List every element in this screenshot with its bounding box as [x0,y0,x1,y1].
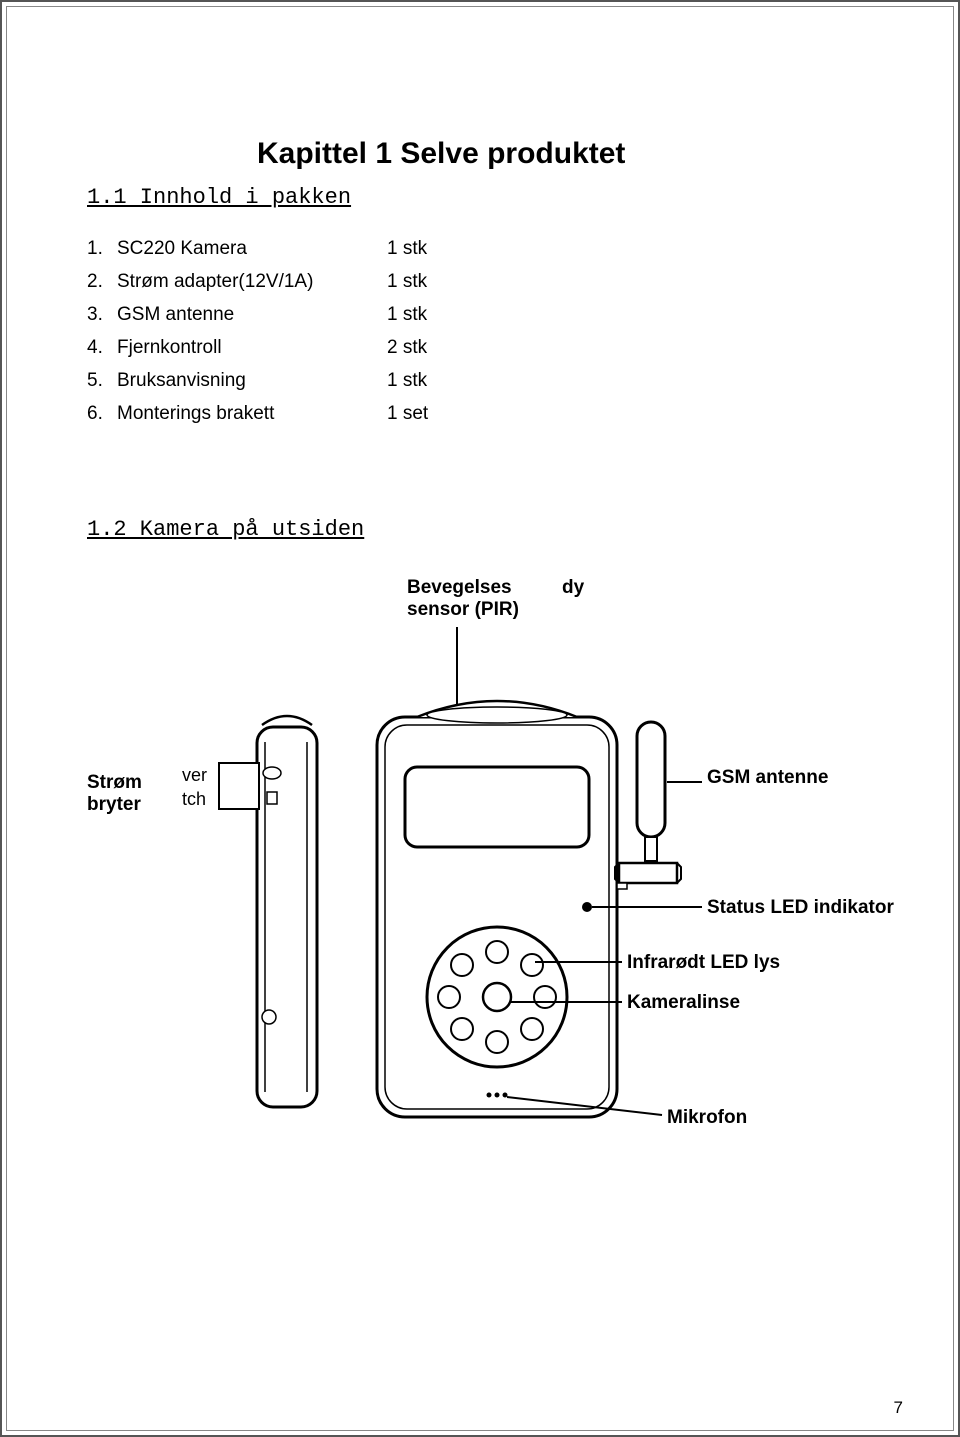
item-qty: 1 stk [387,232,467,265]
item-number: 6. [87,397,117,430]
page-outer-frame: Kapittel 1 Selve produktet 1.1 Innhold i… [0,0,960,1437]
package-contents-list: 1. SC220 Kamera 1 stk 2. Strøm adapter(1… [87,232,467,430]
item-qty: 1 set [387,397,467,430]
item-name: GSM antenne [117,298,387,331]
list-item: 4. Fjernkontroll 2 stk [87,331,467,364]
chapter-title: Kapittel 1 Selve produktet [257,137,625,171]
item-name: Bruksanvisning [117,364,387,397]
item-qty: 1 stk [387,265,467,298]
item-name: SC220 Kamera [117,232,387,265]
list-item: 3. GSM antenne 1 stk [87,298,467,331]
list-item: 6. Monterings brakett 1 set [87,397,467,430]
item-number: 3. [87,298,117,331]
list-item: 1. SC220 Kamera 1 stk [87,232,467,265]
side-view-device [219,716,317,1107]
list-item: 2. Strøm adapter(12V/1A) 1 stk [87,265,467,298]
item-number: 1. [87,232,117,265]
page-number: 7 [894,1398,903,1418]
section-1-1-heading: 1.1 Innhold i pakken [87,185,351,210]
item-number: 5. [87,364,117,397]
item-name: Strøm adapter(12V/1A) [117,265,387,298]
product-diagram: Bevegelses sensor (PIR) dy Strøm bryter … [7,567,947,1207]
front-view-device [377,701,617,1117]
item-qty: 2 stk [387,331,467,364]
item-name: Monterings brakett [117,397,387,430]
diagram-svg [7,567,947,1207]
item-number: 2. [87,265,117,298]
item-qty: 1 stk [387,298,467,331]
item-qty: 1 stk [387,364,467,397]
page-inner-frame: Kapittel 1 Selve produktet 1.1 Innhold i… [6,6,954,1431]
section-1-2-heading: 1.2 Kamera på utsiden [87,517,364,542]
list-item: 5. Bruksanvisning 1 stk [87,364,467,397]
gsm-antenna-drawing [615,722,681,889]
item-name: Fjernkontroll [117,331,387,364]
item-number: 4. [87,331,117,364]
